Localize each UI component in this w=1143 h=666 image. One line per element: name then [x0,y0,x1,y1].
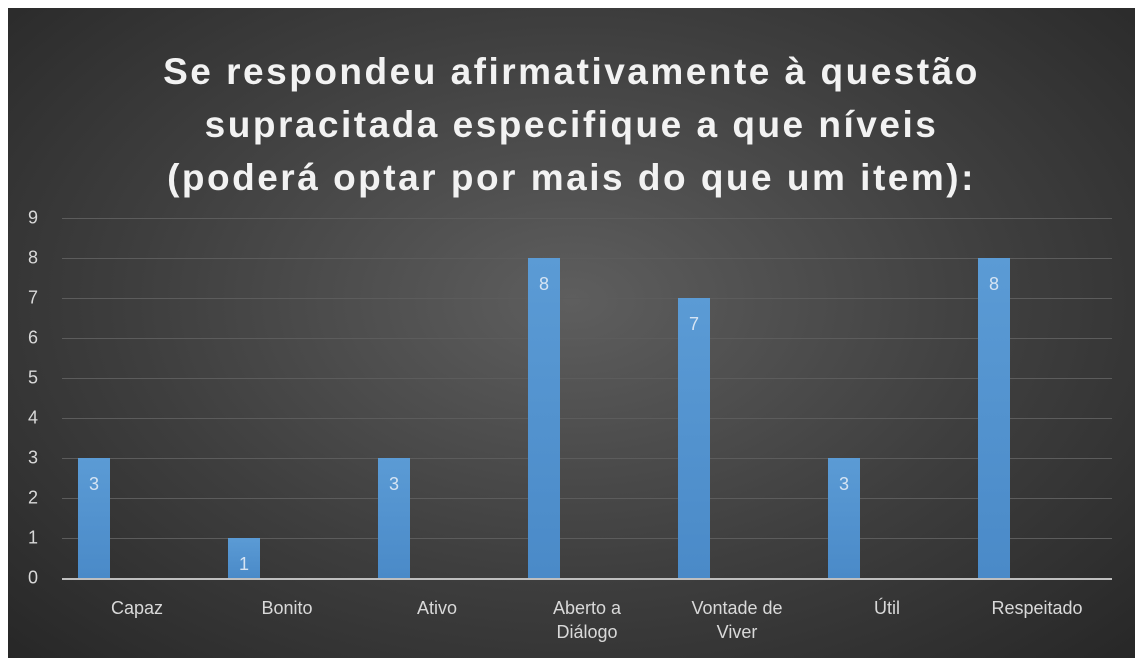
y-tick-label: 8 [27,247,38,268]
data-label: 1 [238,554,249,574]
bar [228,538,260,578]
bar [978,258,1010,578]
x-tick-label: Capaz [110,598,164,618]
grid-line [62,218,1112,219]
data-label: 3 [388,474,399,494]
y-tick-label: 3 [27,447,38,468]
y-tick-label: 1 [27,527,38,548]
data-label: 3 [838,474,849,494]
bar [378,458,410,578]
grid-line [62,498,1112,499]
bar [78,458,110,578]
chart-title: Se respondeu afirmativamente à questão [163,51,980,92]
grid-line [62,538,1112,539]
x-tick-label: Ativo [416,598,458,618]
chart-title: supracitada especifique a que níveis [204,104,939,145]
grid-line [62,298,1112,299]
data-label: 3 [88,474,99,494]
y-tick-label: 7 [27,287,38,308]
x-tick-label: Aberto a Diálogo [552,598,622,642]
y-tick-label: 4 [27,407,38,428]
y-tick-label: 9 [27,207,38,228]
y-tick-label: 0 [27,567,38,588]
data-label: 8 [988,274,999,294]
bar [678,298,710,578]
grid-line [62,378,1112,379]
chart: Se respondeu afirmativamente à questão su… [8,8,1135,658]
data-label: 8 [538,274,549,294]
y-tick-label: 6 [27,327,38,348]
y-tick-label: 5 [27,367,38,388]
bar [528,258,560,578]
x-tick-label: Útil [874,598,900,618]
x-axis-line [62,578,1112,580]
grid-line [62,418,1112,419]
x-tick-label: Vontade de Viver [691,598,783,642]
data-label: 7 [688,314,699,334]
grid-line [62,338,1112,339]
x-tick-label: Respeitado [991,598,1083,618]
grid-line [62,458,1112,459]
chart-title: (poderá optar por mais do que um item): [167,157,976,198]
grid-line [62,258,1112,259]
bar [828,458,860,578]
x-tick-label: Bonito [261,598,313,618]
y-tick-label: 2 [27,487,38,508]
